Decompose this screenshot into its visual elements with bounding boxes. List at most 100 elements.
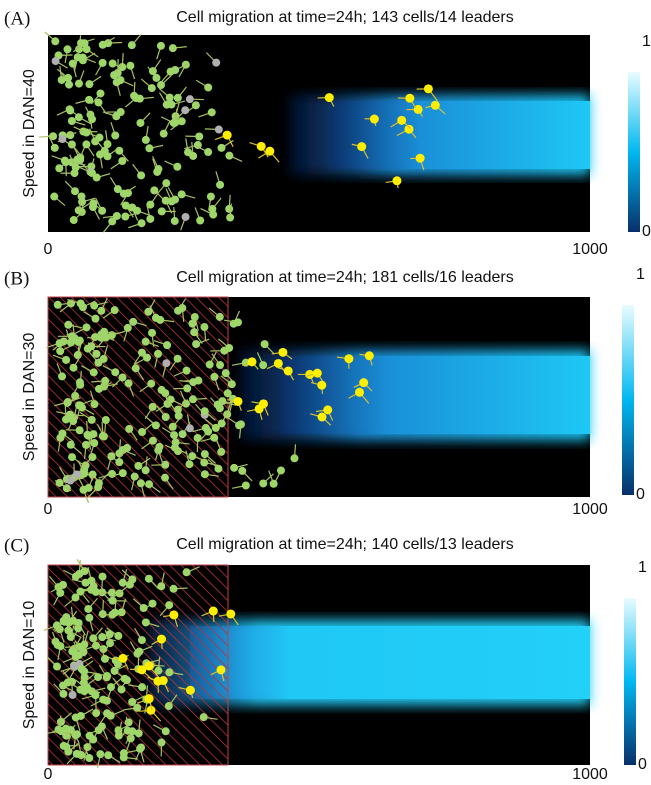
leader-cell <box>144 661 154 671</box>
leader-cell <box>323 405 333 415</box>
follower-cell <box>129 317 138 326</box>
follower-cell <box>126 61 135 70</box>
follower-cell <box>204 427 213 436</box>
follower-cell <box>64 618 73 627</box>
follower-cell <box>76 587 85 596</box>
follower-cell <box>66 131 75 140</box>
follower-cell <box>121 212 130 221</box>
follower-cell <box>110 71 119 80</box>
x-tick-label: 0 <box>44 241 53 258</box>
follower-cell <box>62 355 71 364</box>
follower-cell <box>193 433 202 442</box>
follower-cell <box>236 420 245 429</box>
follower-cell <box>188 319 197 328</box>
follower-cell <box>88 203 97 212</box>
follower-cell <box>74 113 83 122</box>
follower-cell <box>108 596 117 605</box>
leader-cell <box>312 368 322 378</box>
colorbar-tick-label: 0 <box>642 223 651 240</box>
follower-cell <box>134 729 143 738</box>
follower-cell <box>154 666 163 675</box>
follower-cell <box>94 384 103 393</box>
follower-cell <box>71 731 80 740</box>
follower-cell <box>212 58 221 67</box>
follower-cell <box>69 216 78 225</box>
follower-cell <box>137 171 146 180</box>
panel-label: (B) <box>4 268 29 289</box>
follower-cell <box>117 608 126 617</box>
follower-cell <box>185 95 194 104</box>
follower-cell <box>88 115 97 124</box>
leader-cell <box>397 115 407 125</box>
follower-cell <box>65 80 74 89</box>
follower-cell <box>63 678 72 687</box>
leader-cell <box>157 634 167 644</box>
follower-cell <box>115 458 124 467</box>
colorbar-tick-label: 1 <box>638 559 647 576</box>
follower-cell <box>87 576 96 585</box>
follower-cell <box>128 575 137 584</box>
follower-cell <box>147 379 156 388</box>
follower-cell <box>146 200 155 209</box>
follower-cell <box>174 306 183 315</box>
leader-cell <box>153 676 163 686</box>
follower-cell <box>70 187 79 196</box>
follower-cell <box>120 674 129 683</box>
follower-cell <box>190 313 199 322</box>
follower-cell <box>290 454 299 463</box>
follower-cell <box>91 333 100 342</box>
follower-cell <box>165 93 174 102</box>
follower-cell <box>98 58 107 67</box>
follower-cell <box>85 613 94 622</box>
follower-cell <box>151 421 160 430</box>
x-tick-label: 0 <box>44 501 53 518</box>
follower-cell <box>148 599 157 608</box>
follower-cell <box>192 340 201 349</box>
follower-cell <box>65 105 74 114</box>
leader-cell <box>222 130 232 140</box>
leader-cell <box>144 694 154 704</box>
follower-cell <box>171 438 180 447</box>
follower-cell <box>118 373 127 382</box>
follower-cell <box>132 94 141 103</box>
follower-cell <box>148 328 156 337</box>
follower-cell <box>174 411 183 420</box>
leader-cell <box>423 84 433 94</box>
follower-cell <box>230 463 239 472</box>
follower-cell <box>130 472 139 481</box>
follower-cell <box>137 348 146 357</box>
leader-cell <box>357 142 367 152</box>
follower-cell <box>71 572 80 581</box>
follower-cell <box>108 610 117 619</box>
follower-cell <box>204 83 213 92</box>
leader-cell <box>146 705 156 715</box>
follower-cell <box>216 180 225 189</box>
follower-cell <box>77 192 86 201</box>
follower-cell <box>211 423 220 432</box>
panel-label: (C) <box>4 535 29 556</box>
follower-cell <box>56 347 65 356</box>
follower-cell <box>200 470 209 479</box>
follower-cell <box>123 323 132 332</box>
follower-cell <box>80 469 89 478</box>
follower-cell <box>58 372 67 381</box>
follower-cell <box>67 117 76 126</box>
follower-cell <box>55 625 64 634</box>
leader-cell <box>324 93 334 103</box>
leader-cell <box>405 93 415 103</box>
follower-cell <box>185 460 194 469</box>
leader-cell <box>247 357 257 367</box>
follower-cell <box>119 749 128 758</box>
leader-cell <box>283 366 293 376</box>
follower-cell <box>148 436 157 445</box>
follower-cell <box>162 179 171 188</box>
follower-cell <box>55 339 64 348</box>
chart-title: Cell migration at time=24h; 143 cells/14… <box>176 9 514 26</box>
follower-cell <box>55 164 64 173</box>
follower-cell <box>69 363 78 372</box>
follower-cell <box>74 651 83 660</box>
follower-cell <box>125 424 134 433</box>
follower-cell <box>225 343 234 352</box>
follower-cell <box>55 478 64 487</box>
concentration-band <box>280 356 590 434</box>
